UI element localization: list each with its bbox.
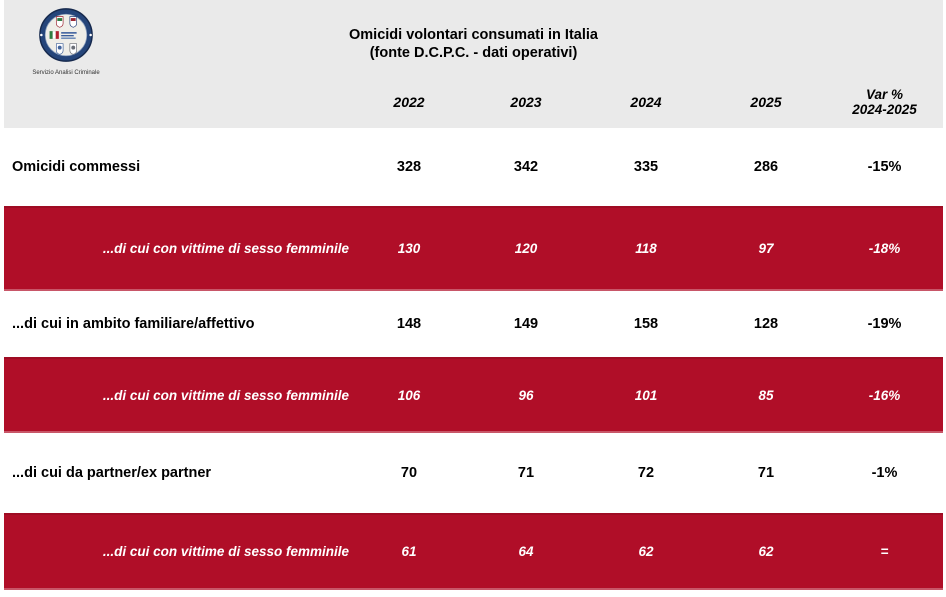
row-value-var: -15% (867, 159, 902, 175)
row-value-2024: 72 (637, 465, 655, 481)
logo: Servizio Analisi Criminale (26, 6, 106, 76)
row-label: ...di cui con vittime di sesso femminile (102, 241, 349, 256)
row-label: ...di cui con vittime di sesso femminile (102, 387, 349, 403)
row-label: ...di cui da partner/ex partner (12, 465, 212, 481)
title-block: Omicidi volontari consumati in Italia (f… (4, 26, 943, 62)
table-title: Omicidi volontari consumati in Italia (349, 27, 598, 43)
column-header-var: Var % 2024-2025 (826, 87, 943, 117)
row-value-2024: 118 (635, 241, 657, 256)
row-value-2023: 342 (513, 159, 539, 175)
table-row-partner-ex-partner: ...di cui da partner/ex partner 70 71 72… (4, 433, 943, 513)
logo-caption: Servizio Analisi Criminale (32, 70, 100, 76)
row-value-2022: 70 (400, 465, 418, 481)
row-value-2023: 120 (514, 241, 538, 256)
row-value-2022: 148 (396, 316, 422, 332)
row-value-2022: 130 (397, 241, 421, 256)
table-container: Servizio Analisi Criminale Omicidi volon… (4, 0, 943, 590)
row-value-var: -19% (867, 316, 902, 332)
row-value-2023: 149 (513, 316, 539, 332)
row-value-2022: 328 (396, 159, 422, 175)
row-value-2023: 71 (517, 465, 535, 481)
row-value-2025: 62 (758, 544, 774, 559)
row-value-2022: 61 (401, 544, 417, 559)
column-headers: 2022 2023 2024 2025 Var % 2024-2025 (4, 80, 943, 124)
row-value-2025: 128 (753, 316, 779, 332)
column-header-2024: 2024 (630, 94, 662, 110)
row-value-var: -1% (871, 465, 898, 481)
table-row-vittime-femminili-familiare: ...di cui con vittime di sesso femminile… (4, 357, 943, 433)
row-value-2023: 96 (518, 387, 534, 403)
row-label: ...di cui in ambito familiare/affettivo (12, 316, 255, 332)
table-subtitle: (fonte D.C.P.C. - dati operativi) (369, 45, 578, 61)
table-row-omicidi-commessi: Omicidi commessi 328 342 335 286 -15% (4, 128, 943, 206)
column-header-2025: 2025 (750, 94, 782, 110)
var-header-line2: 2024-2025 (852, 102, 917, 117)
row-value-2022: 106 (397, 387, 421, 403)
column-header-2022: 2022 (393, 94, 425, 110)
table-row-vittime-femminili-partner: ...di cui con vittime di sesso femminile… (4, 513, 943, 590)
row-label: Omicidi commessi (12, 159, 141, 175)
table-row-ambito-familiare: ...di cui in ambito familiare/affettivo … (4, 291, 943, 357)
row-value-var: = (880, 544, 889, 559)
servizio-analisi-criminale-logo-icon (39, 8, 93, 62)
row-value-2025: 286 (753, 159, 779, 175)
row-value-2023: 64 (518, 544, 534, 559)
row-value-2025: 85 (758, 387, 774, 403)
row-value-2024: 158 (633, 316, 659, 332)
row-value-2025: 71 (757, 465, 775, 481)
table-row-vittime-femminili-totale: ...di cui con vittime di sesso femminile… (4, 206, 943, 291)
row-value-2024: 62 (638, 544, 654, 559)
header-band: Servizio Analisi Criminale Omicidi volon… (4, 0, 943, 128)
row-value-var: -18% (868, 241, 901, 256)
row-value-2025: 97 (758, 241, 774, 256)
var-header-line1: Var % (865, 87, 904, 102)
row-value-2024: 101 (634, 387, 658, 403)
column-header-2023: 2023 (510, 94, 542, 110)
row-value-var: -16% (868, 387, 901, 403)
row-label: ...di cui con vittime di sesso femminile (102, 544, 349, 559)
row-value-2024: 335 (633, 159, 659, 175)
